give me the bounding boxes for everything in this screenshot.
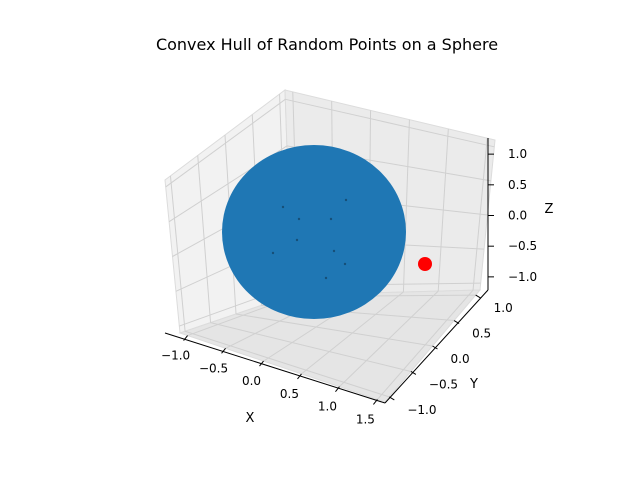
x-tick-label: 1.5 (356, 412, 375, 426)
y-tick-label: 1.0 (494, 301, 513, 315)
x-axis-label: X (246, 411, 255, 426)
sphere-point (344, 198, 348, 202)
x-tick-mark (297, 373, 302, 380)
z-tick-label: −0.5 (508, 239, 537, 253)
y-axis-label: Y (469, 377, 478, 392)
y-tick-mark (389, 396, 395, 401)
red-point (418, 257, 432, 271)
y-tick-mark (410, 371, 417, 375)
sphere-point-markers (271, 198, 348, 280)
x-ticks: −1.0 −0.5 0.0 0.5 1.0 1.5 (161, 335, 378, 426)
y-floor-gridline (210, 322, 412, 372)
x-tick-label: 0.0 (242, 374, 261, 388)
y-ticks: −1.0 −0.5 0.00.51.0 (389, 294, 513, 417)
y-tick-label: 0.5 (472, 327, 491, 341)
z-ticks: −1.0 −0.5 0.0 0.5 1.0 (488, 147, 537, 284)
z-tick-label: −1.0 (508, 270, 537, 284)
x-tick-mark (221, 348, 226, 354)
x-tick-label: 0.5 (280, 387, 299, 401)
x-axis-line (164, 332, 386, 404)
x-tick-mark (335, 386, 340, 392)
sphere-point (281, 205, 285, 209)
y-tick-mark (475, 294, 481, 299)
sphere-point (324, 276, 328, 280)
x-tick-mark (259, 360, 264, 367)
sphere-point (295, 238, 299, 242)
sphere-point (297, 217, 301, 221)
chart-title: Convex Hull of Random Points on a Sphere (156, 35, 498, 54)
z-tick-label: 0.0 (508, 209, 527, 223)
sphere-surface (222, 145, 406, 319)
sphere-point (343, 262, 347, 266)
x-tick-mark (373, 399, 378, 405)
x-tick-label: −0.5 (199, 361, 228, 375)
z-left-wall-gridline (165, 98, 286, 188)
x-tick-label: −1.0 (161, 349, 190, 363)
y-tick-label: 0.0 (451, 352, 470, 366)
y-tick-mark (453, 320, 460, 324)
z-tick-label: 0.5 (508, 178, 527, 192)
y-floor-gridline (235, 313, 433, 347)
z-right-wall-gridline (285, 98, 495, 148)
y-axis-line (384, 289, 489, 404)
sphere-point (332, 249, 336, 253)
x-tick-label: 1.0 (318, 400, 337, 414)
y-floor-gridline (184, 330, 390, 398)
z-tick-label: 1.0 (508, 147, 527, 161)
x-tick-mark (183, 335, 188, 341)
z-axis-label: Z (545, 202, 554, 217)
floor-pane (178, 289, 482, 403)
y-tick-label: −1.0 (407, 403, 436, 417)
y-tick-label: −0.5 (429, 377, 458, 391)
y-tick-mark (432, 345, 438, 350)
sphere-point (329, 217, 333, 221)
sphere-point (271, 251, 275, 255)
